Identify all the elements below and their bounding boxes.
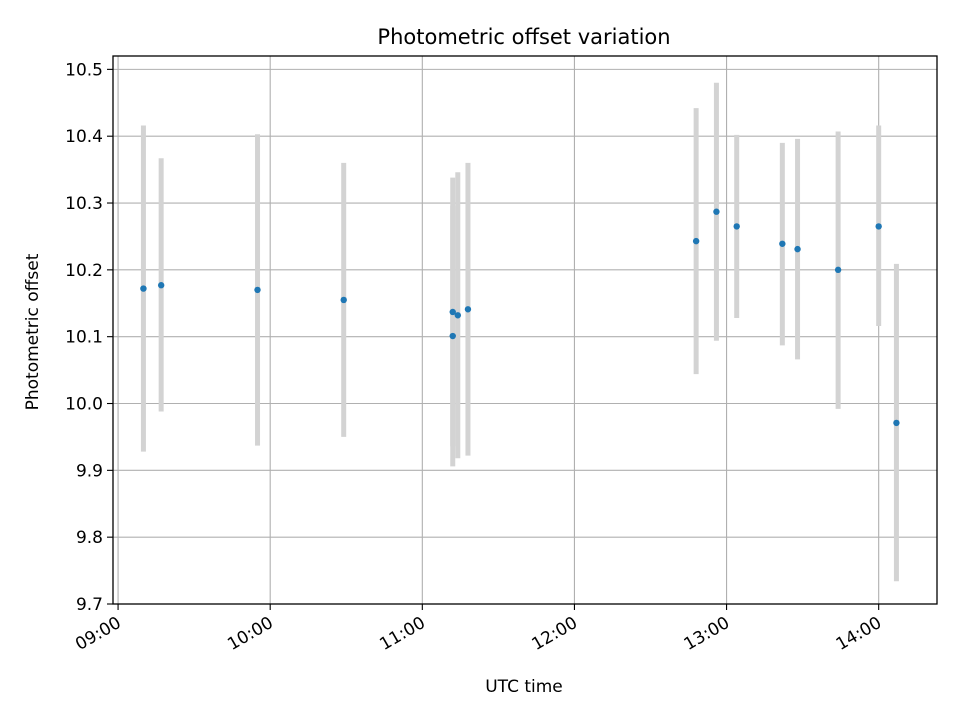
y-tick-label: 9.7 [76,595,103,615]
data-point [713,208,720,215]
data-point [733,223,740,230]
data-point [464,306,472,313]
data-point [875,223,882,230]
y-tick-label: 10.0 [65,395,103,415]
data-point [449,308,456,316]
data-point [449,332,456,340]
data-point [794,245,801,253]
data-point [692,237,700,245]
y-tick-label: 10.1 [65,328,103,348]
plot-frame [112,55,938,605]
data-point [157,282,165,289]
data-point [834,266,842,274]
data-point [254,286,261,294]
chart-title: Photometric offset variation [377,25,670,49]
data-points [140,208,900,427]
y-tick-label: 9.9 [76,461,103,481]
x-axis-label: UTC time [485,677,563,697]
y-axis-ticks: 9.7 9.8 9.9 10.0 10.1 10.2 10.3 10.4 10.5 [65,60,113,615]
data-point [779,240,786,247]
data-point [454,312,462,319]
data-point [893,419,900,427]
y-tick-label: 9.8 [76,528,103,548]
y-tick-label: 10.4 [65,127,103,147]
y-tick-label: 10.3 [65,194,103,214]
y-tick-label: 10.5 [65,60,103,80]
data-point [340,296,347,304]
y-axis-label: Photometric offset [23,253,43,410]
y-tick-label: 10.2 [65,261,103,281]
data-point [140,285,147,292]
